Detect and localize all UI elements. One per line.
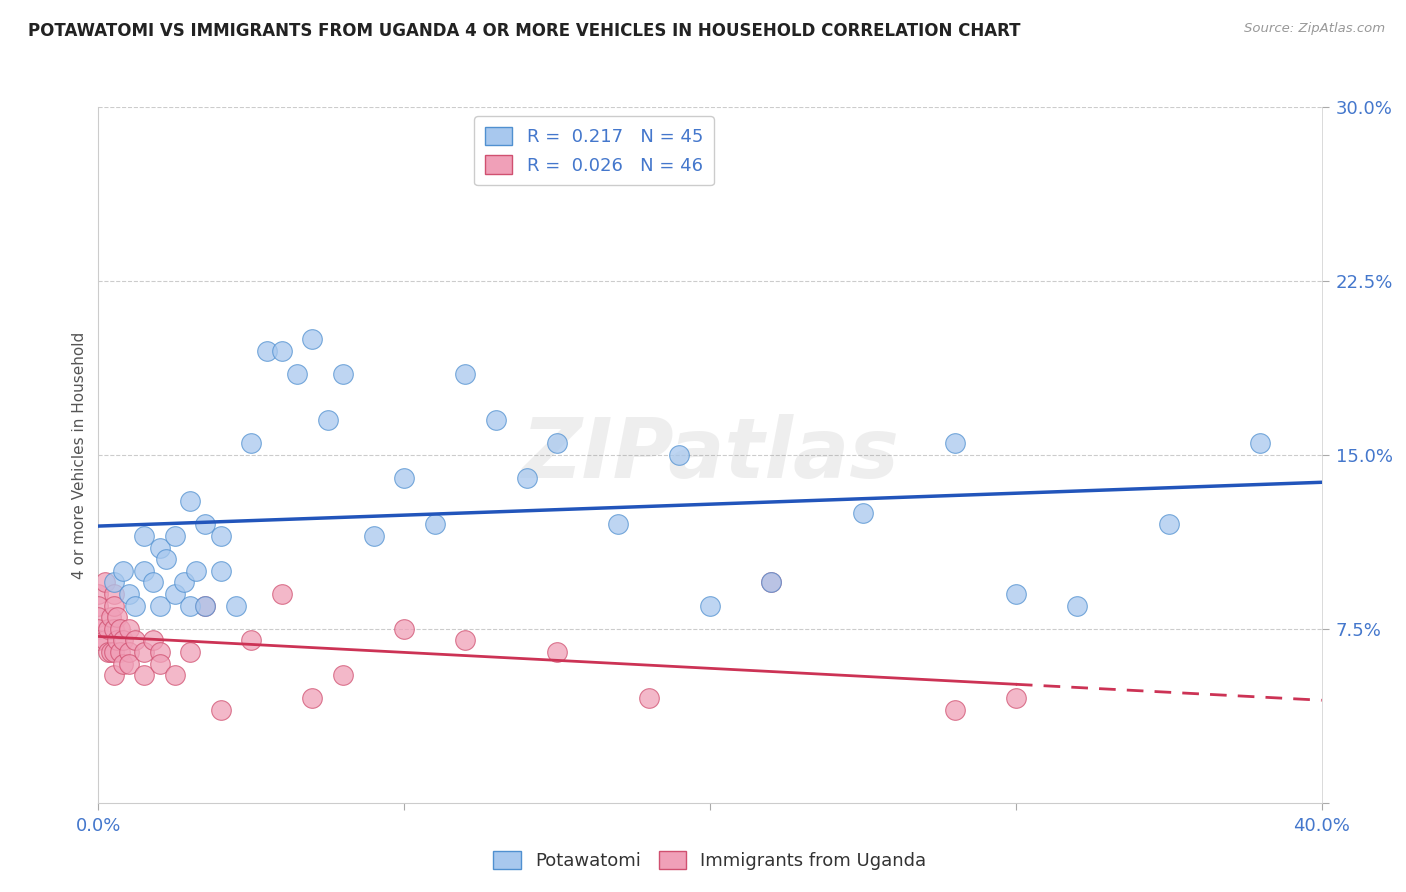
Point <box>87 622 110 636</box>
Point <box>103 599 125 613</box>
Point <box>209 703 232 717</box>
Point <box>194 517 217 532</box>
Point <box>1004 691 1026 706</box>
Point <box>163 668 186 682</box>
Point <box>943 436 966 450</box>
Point <box>759 575 782 590</box>
Point <box>108 645 131 659</box>
Point <box>301 691 323 706</box>
Point <box>454 633 477 648</box>
Point <box>142 575 165 590</box>
Point <box>100 610 122 624</box>
Point <box>270 343 292 358</box>
Point <box>142 633 165 648</box>
Point <box>103 645 125 659</box>
Point <box>118 657 141 671</box>
Text: ZIPatlas: ZIPatlas <box>522 415 898 495</box>
Point <box>285 367 308 381</box>
Point <box>392 471 416 485</box>
Point <box>97 645 120 659</box>
Point <box>256 343 278 358</box>
Point <box>363 529 385 543</box>
Point <box>194 599 217 613</box>
Point <box>240 633 263 648</box>
Point <box>163 529 186 543</box>
Point <box>485 413 508 427</box>
Point <box>186 564 208 578</box>
Point <box>149 541 172 555</box>
Point <box>225 599 247 613</box>
Point <box>179 599 201 613</box>
Point <box>134 645 156 659</box>
Point <box>149 645 172 659</box>
Point <box>134 564 156 578</box>
Point <box>134 529 156 543</box>
Point <box>118 587 141 601</box>
Point <box>301 332 323 346</box>
Point <box>1004 587 1026 601</box>
Point <box>179 645 201 659</box>
Point <box>124 599 146 613</box>
Point <box>392 622 416 636</box>
Point <box>699 599 721 613</box>
Point <box>87 610 110 624</box>
Point <box>111 657 134 671</box>
Point <box>546 645 568 659</box>
Point <box>100 645 122 659</box>
Point <box>209 529 232 543</box>
Point <box>103 622 125 636</box>
Point <box>852 506 875 520</box>
Text: POTAWATOMI VS IMMIGRANTS FROM UGANDA 4 OR MORE VEHICLES IN HOUSEHOLD CORRELATION: POTAWATOMI VS IMMIGRANTS FROM UGANDA 4 O… <box>28 22 1021 40</box>
Point <box>607 517 630 532</box>
Point <box>332 668 354 682</box>
Point <box>105 633 128 648</box>
Point <box>637 691 661 706</box>
Point <box>103 668 125 682</box>
Point <box>149 599 172 613</box>
Point <box>270 587 292 601</box>
Point <box>759 575 782 590</box>
Point <box>155 552 177 566</box>
Point <box>87 633 110 648</box>
Point <box>240 436 263 450</box>
Point <box>108 622 131 636</box>
Point <box>97 622 120 636</box>
Point <box>316 413 339 427</box>
Y-axis label: 4 or more Vehicles in Household: 4 or more Vehicles in Household <box>72 331 87 579</box>
Point <box>134 668 156 682</box>
Point <box>103 587 125 601</box>
Point <box>173 575 195 590</box>
Point <box>103 575 125 590</box>
Point <box>516 471 538 485</box>
Point <box>87 587 110 601</box>
Point <box>454 367 477 381</box>
Point <box>118 645 141 659</box>
Text: Source: ZipAtlas.com: Source: ZipAtlas.com <box>1244 22 1385 36</box>
Point <box>1249 436 1271 450</box>
Point <box>93 575 115 590</box>
Point <box>209 564 232 578</box>
Point <box>179 494 201 508</box>
Point <box>1157 517 1180 532</box>
Point <box>93 633 115 648</box>
Point <box>124 633 146 648</box>
Point <box>332 367 354 381</box>
Point <box>163 587 186 601</box>
Point <box>149 657 172 671</box>
Point <box>668 448 690 462</box>
Point <box>423 517 446 532</box>
Point <box>111 633 134 648</box>
Point <box>105 610 128 624</box>
Legend: Potawatomi, Immigrants from Uganda: Potawatomi, Immigrants from Uganda <box>486 844 934 877</box>
Point <box>546 436 568 450</box>
Point <box>111 564 134 578</box>
Point <box>194 599 217 613</box>
Point <box>943 703 966 717</box>
Point <box>118 622 141 636</box>
Point <box>87 599 110 613</box>
Point <box>1066 599 1088 613</box>
